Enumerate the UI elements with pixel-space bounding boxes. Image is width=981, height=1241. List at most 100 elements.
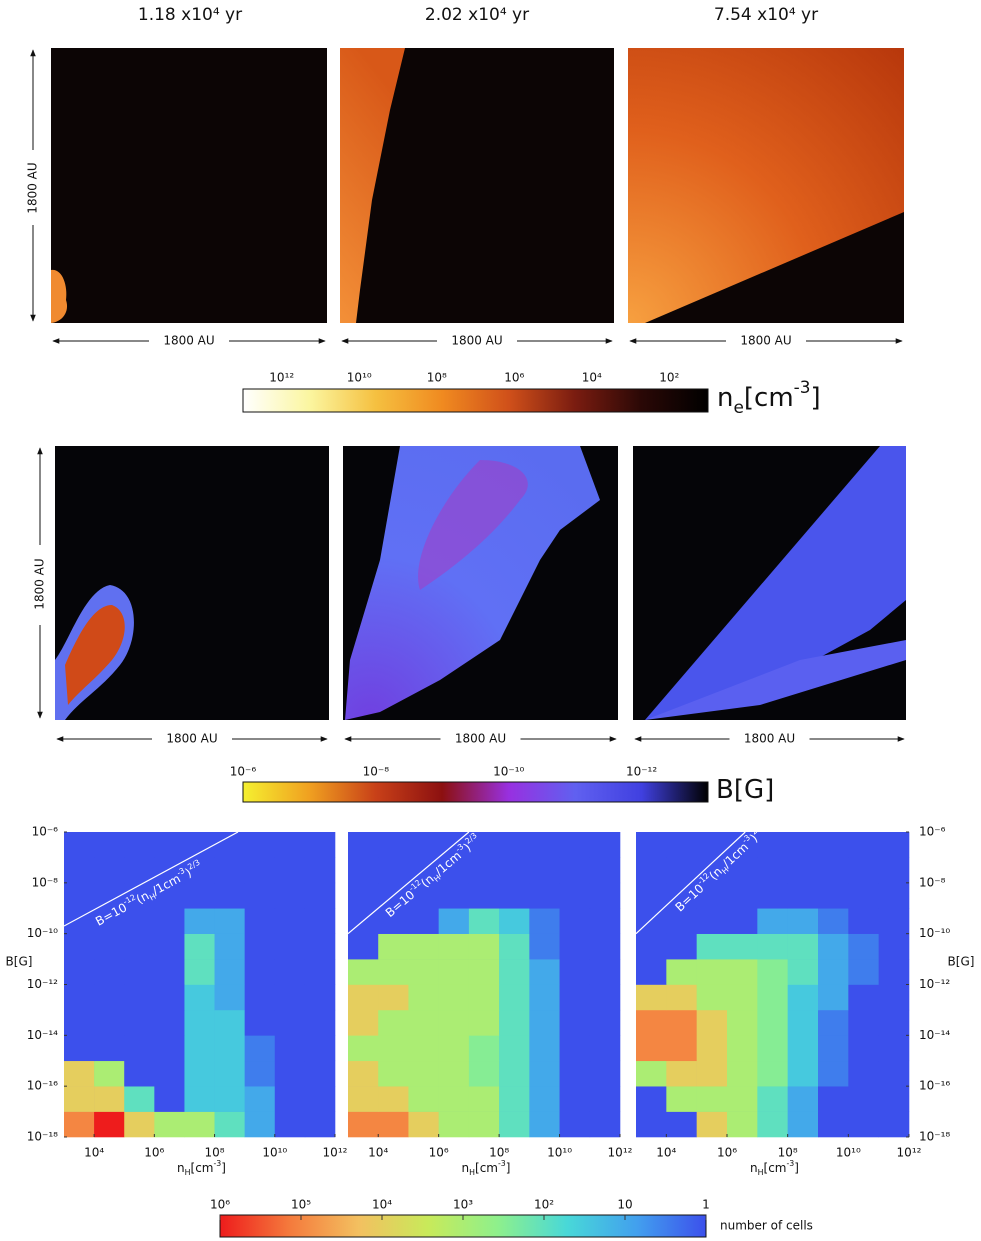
heatmap-cell xyxy=(636,1111,667,1138)
heatmap-cell xyxy=(589,1035,621,1062)
heatmap-cell xyxy=(468,1060,500,1087)
heatmap-cell xyxy=(529,1111,560,1138)
heatmap-cell xyxy=(244,959,276,985)
heatmap-cell xyxy=(408,1086,439,1112)
heatmap-cell xyxy=(184,832,215,858)
x-axis-label: nH[cm-3] xyxy=(462,1159,511,1177)
heatmap-cell xyxy=(94,1111,125,1138)
heatmap-cell xyxy=(878,1035,910,1062)
heatmap-cell xyxy=(589,933,621,960)
heatmap-cell xyxy=(559,1111,591,1138)
heatmap-cell xyxy=(214,882,245,909)
text-part: ] xyxy=(221,1161,226,1175)
heatmap-cell xyxy=(787,908,819,934)
colorbar-tick-label: 10⁻¹² xyxy=(626,765,657,779)
heatmap-cell xyxy=(304,832,336,858)
heatmap-cell xyxy=(378,1060,409,1087)
heatmap-cell xyxy=(818,832,849,858)
heatmap-cell xyxy=(438,1060,470,1087)
heatmap-cell xyxy=(408,959,439,985)
y-tick-label: 10⁻¹⁴ xyxy=(919,1028,950,1042)
heatmap-cell xyxy=(468,908,500,934)
heatmap-cell xyxy=(589,959,621,985)
colorbar-tick-label: 10 xyxy=(617,1198,632,1212)
heatmap-cell xyxy=(468,1086,500,1112)
heatmap-cell xyxy=(244,1086,276,1112)
heatmap-cell xyxy=(124,959,155,985)
heatmap-cell xyxy=(274,832,306,858)
colorbar-tick-label: 10⁴ xyxy=(582,371,602,385)
x-tick-label: 10¹² xyxy=(323,1146,348,1160)
heatmap-cell xyxy=(529,959,560,985)
heatmap-cell xyxy=(666,908,697,934)
heatmap-cell xyxy=(408,1060,439,1087)
heatmap-cell xyxy=(348,984,379,1011)
heatmap-cell xyxy=(124,832,155,858)
text-part: H xyxy=(432,873,442,884)
heatmap-cell xyxy=(499,1035,530,1062)
y-axis-label: B[G] xyxy=(948,955,975,969)
text-part: H xyxy=(469,1168,475,1177)
heatmap-cell xyxy=(696,933,728,960)
heatmap-cell xyxy=(408,1111,439,1138)
heatmap-cell xyxy=(64,882,95,909)
heatmap-cell xyxy=(348,1009,379,1036)
colorbar-tick-label: 10⁻⁸ xyxy=(363,765,390,779)
heatmap-cell xyxy=(787,1111,819,1138)
y-tick-label: 10⁻¹² xyxy=(919,977,950,991)
scale-y-label: 1800 AU xyxy=(33,558,47,609)
heatmap-cell xyxy=(727,933,758,960)
time-label: 1.18 x10⁴ yr xyxy=(138,5,242,25)
colorbar-tick-label: 10¹⁰ xyxy=(347,371,372,385)
x-tick-label: 10⁶ xyxy=(429,1146,449,1160)
heatmap-cell xyxy=(559,882,591,909)
heatmap-cell xyxy=(559,1035,591,1062)
text-part: -3 xyxy=(175,866,186,878)
heatmap-cell xyxy=(787,1009,819,1036)
heatmap-cell xyxy=(244,1060,276,1087)
heatmap-cell xyxy=(727,959,758,985)
heatmap-cell xyxy=(154,882,185,909)
heatmap-cell xyxy=(757,1060,788,1087)
heatmap-cell xyxy=(559,908,591,934)
y-tick-label: 10⁻¹⁸ xyxy=(27,1130,58,1144)
scale-x-label: 1800 AU xyxy=(455,732,506,746)
heatmap-cell xyxy=(499,959,530,985)
y-axis-label: B[G] xyxy=(6,955,33,969)
heatmap-cell xyxy=(696,857,728,884)
text-part: B[G] xyxy=(716,775,774,805)
relation-line xyxy=(348,832,470,935)
heatmap-cell xyxy=(244,882,276,909)
heatmap-cell xyxy=(94,857,125,884)
heatmap-cell xyxy=(529,933,560,960)
heatmap-cell xyxy=(757,857,788,884)
heatmap-cell xyxy=(124,882,155,909)
blob xyxy=(51,269,68,323)
heatmap-cell xyxy=(529,984,560,1011)
heatmap-cell xyxy=(589,984,621,1011)
heatmap-cell xyxy=(848,933,879,960)
heatmap-cell xyxy=(94,1060,125,1087)
y-tick-label: 10⁻⁸ xyxy=(32,875,59,889)
heatmap-cell xyxy=(878,1060,910,1087)
colorbar-tick-label: 10⁻⁶ xyxy=(230,765,257,779)
text-part: H xyxy=(185,1168,191,1177)
text-part: e xyxy=(733,397,743,417)
heatmap-cell xyxy=(787,1060,819,1087)
heatmap-cell xyxy=(696,1111,728,1138)
heatmap-cell xyxy=(727,1035,758,1062)
colorbar-tick-label: 10² xyxy=(534,1198,554,1212)
heatmap-cell xyxy=(499,1060,530,1087)
heatmap-cell xyxy=(378,832,409,858)
colorbar xyxy=(242,781,709,803)
heatmap-cell xyxy=(274,1060,306,1087)
heatmap-cell xyxy=(878,908,910,934)
heatmap-cell xyxy=(787,984,819,1011)
heatmap-cell xyxy=(636,832,667,858)
heatmap-cell xyxy=(408,984,439,1011)
heatmap-cell xyxy=(94,1086,125,1112)
time-label: 2.02 x10⁴ yr xyxy=(425,5,529,25)
heatmap-cell xyxy=(348,1086,379,1112)
heatmap-cell xyxy=(499,984,530,1011)
heatmap-cell xyxy=(348,882,379,909)
